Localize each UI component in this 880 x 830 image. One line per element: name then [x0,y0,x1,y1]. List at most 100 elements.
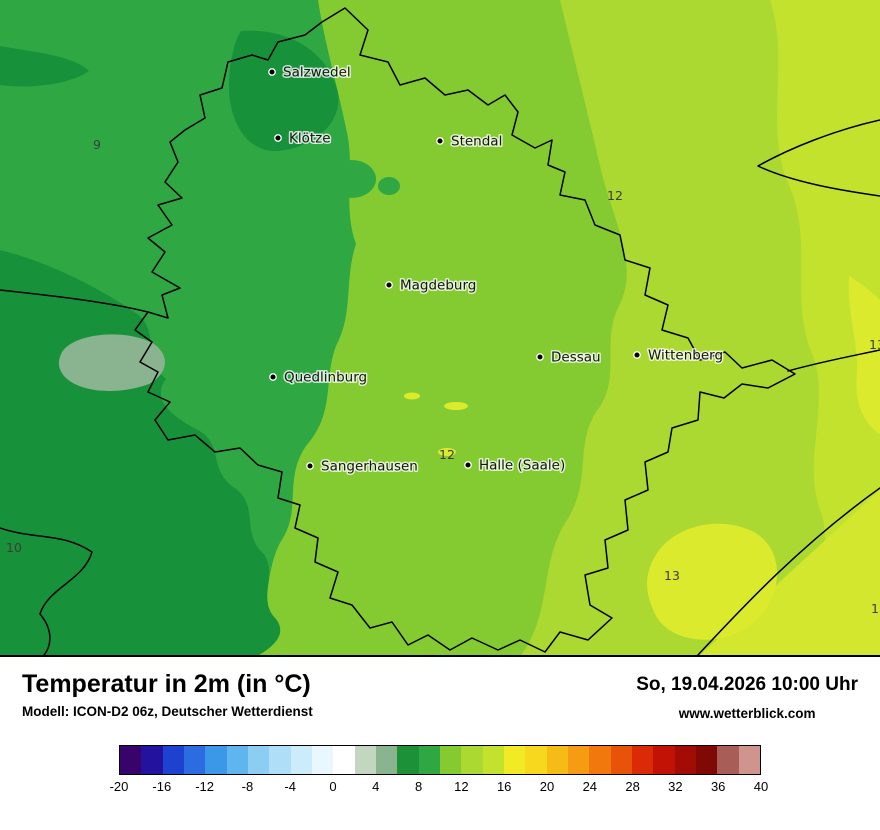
info-left: Temperatur in 2m (in °C) Modell: ICON-D2… [22,670,313,719]
colorbar-tick-label: 40 [753,779,769,794]
temp-patch-dark-topleft [0,46,89,87]
colorbar-segment [525,746,547,774]
city-marker-sangerhausen: Sangerhausen [306,457,419,476]
info-panel: Temperatur in 2m (in °C) Modell: ICON-D2… [0,655,880,828]
temperature-value-label: 12 [439,447,455,462]
colorbar-tick-label: 20 [539,779,555,794]
colorbar-segment [120,746,142,774]
colorbar-segment [226,746,248,774]
colorbar-tick-label: 36 [710,779,726,794]
border-southwest [0,527,93,655]
colorbar-segment [397,746,419,774]
colorbar-segment [290,746,312,774]
temp-speck [404,392,420,400]
temp-patch-harz [58,334,165,391]
colorbar-segment [567,746,590,774]
temperature-value-label: 10 [6,540,22,555]
city-label: Sangerhausen [321,459,418,475]
map-title: Temperatur in 2m (in °C) [22,670,311,698]
colorbar-segment [439,746,462,774]
city-label: Klötze [289,131,331,147]
colorbar-tick-label: -12 [195,779,214,794]
colorbar-tick-label: -8 [241,779,254,794]
colorbar-tick-label: 16 [496,779,512,794]
city-dot [268,68,276,76]
model-info: Modell: ICON-D2 06z, Deutscher Wetterdie… [22,703,313,719]
temp-patch-yellow-southeast [647,523,778,640]
colorbar-segment [546,746,568,774]
colorbar-tick-label: 4 [372,779,380,794]
colorbar-segment [311,746,334,774]
city-dot [536,353,544,361]
city-label: Dessau [551,350,601,366]
colorbar-segment [589,746,611,774]
city-dot [464,461,472,469]
colorbar-segment [247,746,270,774]
colorbar-segment [653,746,675,774]
city-marker-dessau: Dessau [536,348,602,367]
temperature-value-label: 9 [93,137,101,152]
colorbar-tick-label: 24 [582,779,598,794]
border-east [787,349,880,372]
colorbar-segment [695,746,718,774]
temp-patch-green-island [328,160,376,198]
colorbar-segment [333,746,355,774]
city-label: Salzwedel [283,65,351,81]
temperature-value-label: 13 [871,601,880,616]
colorbar-segment [269,746,291,774]
city-dot [633,351,641,359]
colorbar-segment [354,746,376,774]
temp-speck [438,448,456,456]
colorbar-segment [631,746,654,774]
colorbar-segment [482,746,504,774]
city-label: Quedlinburg [284,370,367,386]
city-label: Halle (Saale) [479,458,565,474]
colorbar-segment [162,746,184,774]
city-label: Stendal [451,134,502,150]
temperature-value-labels: 9 12 12 13 10 13 13 [6,137,880,616]
city-marker-magdeburg: Magdeburg [385,276,478,295]
border-northeast-wedge [757,119,880,197]
city-marker-wittenberg: Wittenberg [633,346,725,365]
colorbar-tick-label: -16 [152,779,172,794]
colorbar-tick-label: 32 [668,779,683,794]
city-marker-halle-saale: Halle (Saale) [464,456,567,475]
temperature-value-label: 12 [607,188,623,203]
temperature-value-label: 13 [664,568,680,583]
map-svg: 9 12 12 13 10 13 13 Salzwedel Klötze Stendal Magd… [0,0,880,655]
colorbar-segment [717,746,739,774]
temp-patch-yellow-east-edge [848,276,880,434]
colorbar-tick-label: -20 [109,779,129,794]
temp-band-13-14 [770,0,880,655]
colorbar-segment [461,746,483,774]
colorbar-segment [738,746,760,774]
colorbar-tick-label: -4 [284,779,296,794]
city-marker-kl-tze: Klötze [274,129,332,148]
city-dot [306,462,314,470]
city-label: Magdeburg [400,278,476,294]
colorbar-ticks: -20 -16 -12 -8 -4 0 4 8 12 16 20 24 28 32 36 40 [110,779,769,799]
colorbar-segment [375,746,398,774]
colorbar-segment [183,746,206,774]
temperature-value-label: 13 [869,337,880,352]
colorbar-tick-label: 12 [454,779,469,794]
border-west [0,289,149,313]
city-dot [274,134,282,142]
colorbar-segment [141,746,163,774]
info-right: So, 19.04.2026 10:00 Uhr www.wetterblick… [636,671,858,721]
city-dot [269,373,277,381]
city-label: Wittenberg [648,348,723,364]
city-markers: Salzwedel Klötze Stendal Magdeburg Quedlinbu… [268,63,725,476]
border-southeast-diagonal [697,487,880,655]
colorbar-segment [503,746,526,774]
colorbar-tick-label: 28 [625,779,640,794]
colorbar-tick-label: 8 [414,779,423,794]
city-dot [385,281,393,289]
colorbar [119,745,761,775]
city-dot [436,137,444,145]
state-border-saxony-anhalt [134,7,796,653]
colorbar-segment [610,746,632,774]
temp-patch-dark-altmark [228,30,339,152]
temp-speck [444,402,468,410]
